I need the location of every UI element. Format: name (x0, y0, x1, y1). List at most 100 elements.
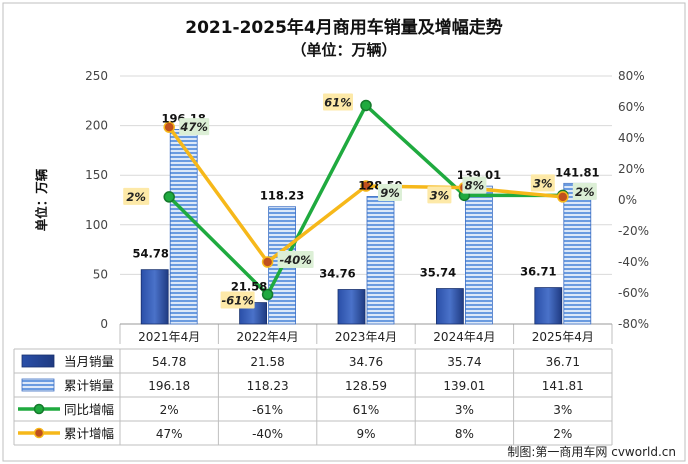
bar-monthly-sales (435, 288, 464, 325)
yoy-growth-point (163, 191, 175, 203)
yoy-growth-line (167, 103, 563, 297)
y-tick-label: 200 (85, 119, 108, 133)
y2-tick-label: -40% (618, 255, 649, 269)
table-cell: -40% (252, 427, 283, 441)
cumulative-growth-point (261, 256, 274, 268)
table-cell: 36.71 (546, 355, 580, 369)
legend-label: 同比增幅 (64, 402, 114, 417)
table-cell: 3% (455, 403, 474, 417)
y2-tick-label: 40% (618, 131, 645, 145)
table-cell: 118.23 (247, 379, 289, 393)
legend-label: 累计增幅 (64, 426, 114, 441)
x-tick-label: 2021年4月 (138, 330, 200, 344)
table-cell: 128.59 (345, 379, 387, 393)
x-tick-label: 2025年4月 (532, 330, 594, 344)
growth-tag-label: -61% (221, 294, 253, 308)
growth-tag-bg (220, 291, 255, 309)
growth-tag-bg (179, 118, 210, 136)
y2-tick-label: 80% (618, 69, 645, 83)
y-tick-label: 100 (85, 218, 108, 232)
table-cell: 34.76 (349, 355, 383, 369)
table-cell: 139.01 (443, 379, 485, 393)
bar-cumulative-sales (563, 182, 592, 325)
growth-tag-label: 2% (126, 190, 146, 204)
growth-tag-label: 61% (324, 95, 352, 109)
growth-tag-bg (427, 186, 452, 204)
table-cell: 3% (553, 403, 572, 417)
y-tick-label: 0 (100, 317, 108, 331)
data-label-monthly-sales: 54.78 (133, 247, 169, 261)
y2-tick-label: -80% (618, 317, 649, 331)
legend-label: 当月销量 (64, 354, 114, 369)
chart-title: 2021-2025年4月商用车销量及增幅走势 (185, 17, 503, 38)
growth-tag-label: 8% (465, 179, 485, 193)
data-table: 当月销量 54.78 21.58 34.76 35.74 36.71 累计销量 196.18 1… (13, 348, 613, 446)
cumulative-growth-point (557, 191, 569, 203)
growth-tag-label: 9% (380, 186, 400, 200)
legend-key-marker (33, 403, 45, 415)
chart-subtitle: （单位：万辆） (291, 41, 396, 59)
growth-tag-label: 3% (533, 176, 553, 190)
bar-monthly-sales (534, 287, 563, 325)
cumulative-growth-point (360, 180, 372, 192)
growth-tag-bg (572, 182, 597, 200)
x-tick-label: 2022年4月 (237, 330, 299, 344)
bars (140, 128, 592, 325)
legend-label: 累计销量 (64, 378, 114, 393)
table-cell: -61% (252, 403, 283, 417)
growth-tag-bg (462, 176, 487, 194)
data-label-monthly-sales: 34.76 (319, 267, 355, 281)
growth-tag-bg (123, 187, 150, 205)
table-cell: 35.74 (447, 355, 481, 369)
y2-tick-label: 20% (618, 162, 645, 176)
growth-tag-bg (378, 184, 402, 202)
table-cell: 54.78 (152, 355, 186, 369)
y2-tick-label: 60% (618, 100, 645, 114)
bar-monthly-sales (337, 289, 366, 325)
growth-tag-label: -40% (279, 253, 311, 267)
yoy-growth-point (360, 99, 372, 112)
x-tick-label: 2023年4月 (335, 330, 397, 344)
y-tick-label: 250 (85, 69, 108, 83)
legend-key-bar (21, 354, 55, 368)
y2-tick-label: -20% (618, 224, 649, 238)
data-label-cumulative-sales: 118.23 (260, 189, 304, 203)
table-cell: 2% (553, 427, 572, 441)
y2-tick-label: 0% (618, 193, 637, 207)
table-cell: 196.18 (148, 379, 190, 393)
x-tick-label: 2024年4月 (433, 330, 495, 344)
cumulative-growth-point (163, 121, 175, 133)
chart-credit: 制图:第一商用车网 cvworld.cn (507, 444, 676, 459)
growth-tag-bg (530, 174, 555, 192)
growth-tag-label: 47% (179, 120, 208, 134)
table-cell: 61% (353, 403, 380, 417)
y-axis-label: 单位：万辆 (34, 168, 49, 231)
table-cell: 2% (160, 403, 179, 417)
table-cell: 8% (455, 427, 474, 441)
data-label-cumulative-sales: 141.81 (555, 165, 599, 179)
growth-tag-bg (277, 251, 314, 268)
data-label-monthly-sales: 21.58 (231, 280, 267, 294)
growth-tag-label: 3% (430, 188, 450, 202)
table-cell: 141.81 (542, 379, 584, 393)
yoy-growth-point (261, 288, 274, 301)
legend-key-marker (33, 427, 45, 439)
data-label-monthly-sales: 35.74 (420, 266, 456, 280)
data-label-monthly-sales: 36.71 (520, 265, 556, 279)
bar-cumulative-sales (366, 196, 395, 325)
growth-tag-label: 2% (575, 185, 595, 199)
table-cell: 21.58 (250, 355, 284, 369)
bar-cumulative-sales (464, 185, 493, 325)
legend-key-bar (21, 378, 55, 392)
lines (163, 99, 569, 301)
y-tick-label: 150 (85, 168, 108, 182)
growth-tag-bg (323, 93, 353, 111)
table-cell: 47% (156, 427, 183, 441)
table-cell: 9% (356, 427, 375, 441)
y2-tick-label: -60% (618, 286, 649, 300)
y-tick-label: 50 (93, 267, 108, 281)
bar-monthly-sales (140, 269, 169, 325)
